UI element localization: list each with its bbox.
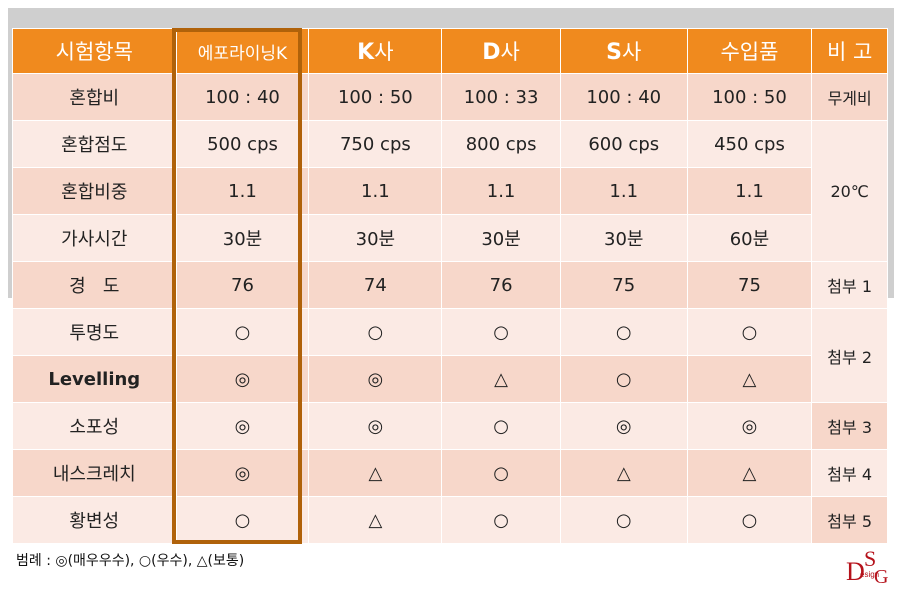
rating-cell: △: [308, 496, 443, 544]
table-row-defoaming: 소포성 ◎ ◎ ○ ◎ ◎ 첨부 3: [12, 402, 888, 450]
header-test-item: 시험항목: [12, 28, 177, 74]
table-cell: 100 : 40: [559, 73, 688, 121]
rating-cell: ○: [559, 496, 688, 544]
dsg-design-logo: D S G esign: [846, 546, 888, 586]
row-label: 내스크레치: [12, 449, 177, 497]
rating-cell: ◎: [175, 402, 310, 450]
table-row-scratch-resistance: 내스크레치 ◎ △ ○ △ △ 첨부 4: [12, 449, 888, 497]
table-cell: 30분: [175, 214, 310, 262]
table-cell: 1.1: [441, 167, 561, 215]
table-cell: 1.1: [559, 167, 688, 215]
remark-cell: 무게비: [811, 73, 888, 121]
remark-cell-merged: 첨부 2: [811, 308, 888, 403]
table-cell: 75: [686, 261, 813, 309]
table-cell: 800 cps: [441, 120, 561, 168]
table-cell: 100 : 50: [686, 73, 813, 121]
table-cell: 30분: [441, 214, 561, 262]
remark-cell: 첨부 5: [811, 496, 888, 544]
table-row-yellowing: 황변성 ○ △ ○ ○ ○ 첨부 5: [12, 496, 888, 544]
row-label: 황변성: [12, 496, 177, 544]
remark-cell-merged: 20℃: [811, 120, 888, 262]
header-eporaining-k: 에포라이닝K: [175, 28, 310, 74]
rating-cell: △: [441, 355, 561, 403]
table-cell: 30분: [559, 214, 688, 262]
row-label: Levelling: [12, 355, 177, 403]
table-cell: 100 : 33: [441, 73, 561, 121]
logo-letter-s: S: [864, 546, 876, 571]
table-cell: 75: [559, 261, 688, 309]
rating-cell: ◎: [308, 355, 443, 403]
rating-cell: ○: [441, 496, 561, 544]
header-company-k: K사: [308, 28, 443, 74]
row-label: 투명도: [12, 308, 177, 356]
row-label: 혼합비: [12, 73, 177, 121]
logo-letter-d: D: [846, 557, 865, 586]
logo-letter-g: G: [874, 566, 888, 586]
rating-cell: △: [559, 449, 688, 497]
rating-cell: ○: [175, 308, 310, 356]
row-label: 경 도: [12, 261, 177, 309]
row-label: 혼합비중: [12, 167, 177, 215]
rating-cell: ○: [559, 355, 688, 403]
rating-cell: ◎: [686, 402, 813, 450]
header-company-s: S사: [559, 28, 688, 74]
rating-cell: ○: [441, 449, 561, 497]
logo-text-esign: esign: [860, 570, 879, 579]
rating-cell: ○: [441, 402, 561, 450]
rating-cell: ○: [686, 496, 813, 544]
table-row-transparency: 투명도 ○ ○ ○ ○ ○ 첨부 2: [12, 308, 888, 403]
remark-cell: 첨부 1: [811, 261, 888, 309]
row-label: 소포성: [12, 402, 177, 450]
table-cell: 500 cps: [175, 120, 310, 168]
rating-cell: ○: [559, 308, 688, 356]
rating-cell: ◎: [175, 355, 310, 403]
table-row-mix-ratio: 혼합비 100 : 40 100 : 50 100 : 33 100 : 40 …: [12, 73, 888, 121]
table-row-specific-gravity: 혼합비중 1.1 1.1 1.1 1.1 1.1: [12, 167, 888, 215]
table-cell: 60분: [686, 214, 813, 262]
remark-cell: 첨부 4: [811, 449, 888, 497]
table-row-viscosity: 혼합점도 500 cps 750 cps 800 cps 600 cps 450…: [12, 120, 888, 262]
table-row-hardness: 경 도 76 74 76 75 75 첨부 1: [12, 261, 888, 309]
remark-cell: 첨부 3: [811, 402, 888, 450]
header-company-d: D사: [441, 28, 561, 74]
header-imported: 수입품: [686, 28, 813, 74]
table-row-pot-life: 가사시간 30분 30분 30분 30분 60분: [12, 214, 888, 262]
rating-cell: ◎: [308, 402, 443, 450]
table-cell: 100 : 50: [308, 73, 443, 121]
rating-cell: △: [686, 449, 813, 497]
table-cell: 450 cps: [686, 120, 813, 168]
table-cell: 100 : 40: [175, 73, 310, 121]
header-remarks: 비 고: [811, 28, 888, 74]
table-cell: 750 cps: [308, 120, 443, 168]
comparison-table: 시험항목 에포라이닝K K사 D사 S사 수입품 비 고 혼합비 100 : 4…: [12, 28, 888, 544]
rating-cell: ◎: [175, 449, 310, 497]
table-cell: 30분: [308, 214, 443, 262]
table-cell: 74: [308, 261, 443, 309]
table-row-levelling: Levelling ◎ ◎ △ ○ △: [12, 355, 888, 403]
rating-cell: ○: [441, 308, 561, 356]
row-label: 혼합점도: [12, 120, 177, 168]
table-cell: 600 cps: [559, 120, 688, 168]
rating-cell: ◎: [559, 402, 688, 450]
table-cell: 1.1: [175, 167, 310, 215]
rating-cell: ○: [686, 308, 813, 356]
table-cell: 76: [441, 261, 561, 309]
legend-note: 범례 : ◎(매우우수), ○(우수), △(보통): [16, 553, 245, 569]
rating-cell: ○: [175, 496, 310, 544]
table-cell: 76: [175, 261, 310, 309]
table-cell: 1.1: [308, 167, 443, 215]
table-cell: 1.1: [686, 167, 813, 215]
rating-cell: △: [686, 355, 813, 403]
rating-cell: △: [308, 449, 443, 497]
rating-cell: ○: [308, 308, 443, 356]
header-row: 시험항목 에포라이닝K K사 D사 S사 수입품 비 고: [12, 28, 888, 74]
row-label: 가사시간: [12, 214, 177, 262]
